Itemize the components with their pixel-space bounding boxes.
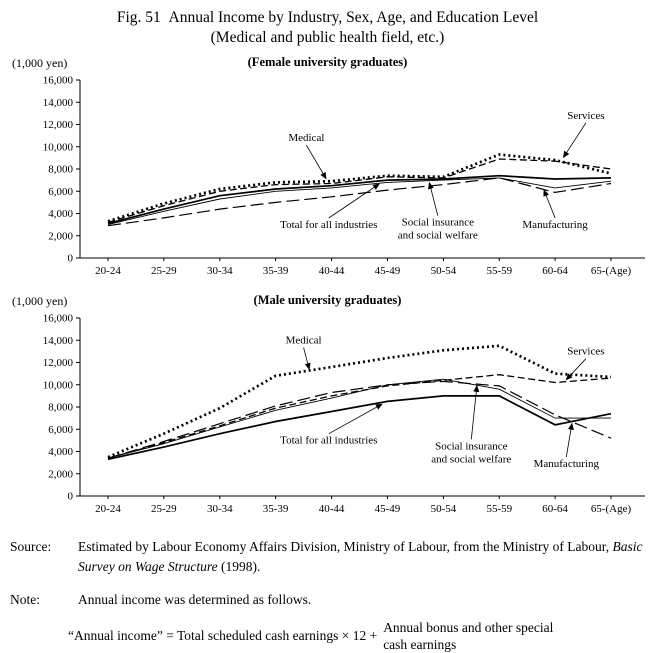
y-tick-label: 12,000 — [43, 119, 74, 131]
y-tick-label: 16,000 — [43, 312, 74, 324]
note-row: Note: Annual income was determined as fo… — [10, 590, 645, 610]
male-chart-plot: 0 2,000 4,000 6,000 8,000 10,000 12,000 14,000 1… — [43, 312, 645, 515]
annual-income-formula: “Annual income” = Total scheduled cash e… — [68, 620, 645, 653]
x-tick-label: 40-44 — [319, 503, 345, 515]
source-survey-title: Basic Survey on Wage Structure — [78, 538, 643, 575]
y-tick-label: 6,000 — [48, 424, 73, 436]
x-tick-label: 20-24 — [95, 265, 121, 277]
annotation-label: Services — [567, 110, 604, 122]
y-tick-label: 8,000 — [48, 163, 73, 175]
source-label: Source: — [10, 538, 52, 554]
x-tick-label: 30-34 — [207, 503, 233, 515]
annotation-arrow — [565, 358, 587, 381]
male-chart-subtitle: (Male university graduates) — [253, 292, 402, 307]
series-total-for-all-industries — [107, 174, 612, 225]
source-text-before: Estimated by Labour Economy Affairs Divi… — [78, 538, 613, 554]
y-tick-label: 4,000 — [48, 446, 73, 458]
x-tick-label: 50-54 — [431, 265, 457, 277]
y-tick-label: 8,000 — [48, 401, 73, 413]
annotation-arrow — [328, 183, 380, 219]
formula-right-line2: cash earnings — [383, 636, 457, 652]
x-tick-label: 65-(Age) — [591, 503, 632, 515]
y-axis-unit-label: (1,000 yen) — [12, 55, 68, 70]
x-tick-label: 40-44 — [319, 265, 345, 277]
y-tick-label: 10,000 — [43, 141, 74, 153]
x-tick-label: 30-34 — [207, 265, 233, 277]
female-chart-plot: 0 2,000 4,000 6,000 8,000 10,000 12,000 14,000 1… — [43, 74, 645, 277]
figure-title: Fig. 51 Annual Income by Industry, Sex, … — [0, 0, 655, 49]
series-manufacturing — [107, 380, 612, 459]
x-tick-label: 25-29 — [151, 503, 177, 515]
y-tick-label: 10,000 — [43, 379, 74, 391]
annotation-label: Medical — [288, 132, 324, 144]
annotation-arrow — [306, 144, 327, 180]
x-tick-label: 60-64 — [542, 265, 568, 277]
x-tick-label: 35-39 — [263, 265, 289, 277]
series-manufacturing — [107, 177, 612, 227]
x-tick-label: 25-29 — [151, 265, 177, 277]
source-row: Source: Estimated by Labour Economy Affa… — [10, 537, 645, 578]
x-tick-label: 55-59 — [486, 265, 512, 277]
male-chart-header: (1,000 yen) (Male university graduates) — [8, 293, 647, 310]
series-medical — [107, 344, 612, 459]
annotation-label: Social insurance — [435, 440, 508, 452]
x-tick-label: 45-49 — [375, 265, 401, 277]
female-chart-header: (1,000 yen) (Female university graduates… — [8, 55, 647, 72]
y-tick-label: 12,000 — [43, 357, 74, 369]
y-tick-label: 0 — [68, 490, 74, 502]
y-tick-label: 2,000 — [48, 468, 73, 480]
figure-footer: Source: Estimated by Labour Economy Affa… — [0, 537, 655, 653]
annotation-label: Manufacturing — [534, 458, 600, 470]
annotation-arrow — [565, 422, 574, 458]
annotation-label: and social welfare — [398, 230, 478, 242]
annotation-label: Total for all industries — [280, 219, 377, 231]
series-medical — [107, 153, 612, 223]
x-tick-label: 20-24 — [95, 503, 121, 515]
figure-title-line1: Fig. 51 Annual Income by Industry, Sex, … — [116, 9, 539, 26]
note-text: Annual income was determined as follows. — [78, 592, 312, 608]
x-tick-label: 50-54 — [431, 503, 457, 515]
y-tick-label: 0 — [68, 252, 74, 264]
annotation-label: Manufacturing — [522, 219, 588, 231]
formula-right: Annual bonus and other special cash earn… — [383, 620, 553, 653]
y-tick-label: 16,000 — [43, 74, 74, 86]
series-social-insurance-and-social-welfare — [107, 177, 612, 225]
figure-title-line2: (Medical and public health field, etc.) — [210, 29, 445, 47]
source-text-after: (1998). — [217, 559, 261, 575]
annotation-arrow — [303, 347, 311, 371]
annotation-label: Services — [567, 346, 604, 358]
x-tick-label: 35-39 — [263, 503, 289, 515]
y-axis-unit-label: (1,000 yen) — [12, 293, 68, 308]
female-chart-subtitle: (Female university graduates) — [247, 54, 408, 69]
y-tick-label: 14,000 — [43, 97, 74, 109]
x-tick-label: 65-(Age) — [591, 265, 632, 277]
series-total-for-all-industries — [107, 394, 612, 461]
y-tick-label: 2,000 — [48, 230, 73, 242]
y-tick-label: 14,000 — [43, 335, 74, 347]
annotation-label: Social insurance — [402, 217, 475, 229]
formula-left: “Annual income” = Total scheduled cash e… — [68, 628, 378, 644]
series-social-insurance-and-social-welfare — [107, 378, 611, 459]
annotation-arrow — [427, 181, 439, 216]
x-tick-label: 60-64 — [542, 503, 568, 515]
annotation-arrow — [543, 189, 556, 219]
formula-right-line1: Annual bonus and other special — [383, 619, 554, 635]
annotation-label: Total for all industries — [280, 435, 377, 447]
source-text: Estimated by Labour Economy Affairs Divi… — [78, 537, 645, 578]
annotation-arrow — [562, 122, 587, 159]
male-chart: (1,000 yen) (Male university graduates) … — [0, 293, 655, 522]
annotation-arrow — [328, 403, 383, 434]
y-tick-label: 6,000 — [48, 186, 73, 198]
female-chart: (1,000 yen) (Female university graduates… — [0, 55, 655, 284]
y-tick-label: 4,000 — [48, 208, 73, 220]
x-tick-label: 55-59 — [486, 503, 512, 515]
annotation-label: and social welfare — [431, 453, 511, 465]
annotation-label: Medical — [286, 335, 322, 347]
note-label: Note: — [10, 592, 40, 608]
annotation-arrow — [470, 384, 480, 440]
series-services — [107, 158, 612, 223]
x-tick-label: 45-49 — [375, 503, 401, 515]
series-services — [107, 373, 612, 459]
